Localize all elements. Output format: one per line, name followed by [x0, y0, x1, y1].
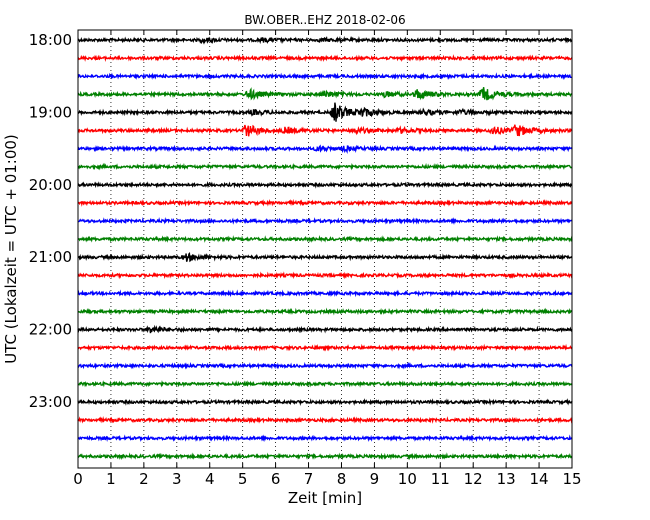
x-tick-label: 10 — [398, 470, 417, 488]
trace-1845 — [77, 87, 573, 101]
plot-area — [78, 30, 572, 468]
y-tick-label: 18:00 — [29, 31, 72, 49]
x-tick-label: 8 — [337, 470, 347, 488]
trace-2345 — [77, 452, 573, 461]
trace-2200 — [77, 324, 573, 334]
trace-2000 — [77, 180, 573, 189]
y-axis-ticks: 18:00 19:00 20:00 21:00 22:00 23:00 — [29, 31, 572, 411]
x-tick-label: 7 — [304, 470, 314, 488]
plot-border — [77, 29, 573, 469]
x-tick-label: 4 — [205, 470, 215, 488]
trace-1945 — [77, 162, 573, 171]
trace-2145 — [77, 307, 573, 316]
y-tick-label: 23:00 — [29, 393, 72, 411]
trace-2215 — [77, 343, 573, 352]
x-tick-label: 15 — [562, 470, 581, 488]
trace-2315 — [77, 416, 573, 424]
y-tick-label: 21:00 — [29, 248, 72, 266]
x-tick-label: 6 — [271, 470, 281, 488]
x-tick-label: 2 — [139, 470, 149, 488]
x-tick-label: 3 — [172, 470, 182, 488]
trace-2015 — [77, 198, 573, 207]
trace-2130 — [77, 289, 573, 298]
y-tick-label: 22:00 — [29, 321, 72, 339]
trace-2230 — [77, 361, 573, 370]
trace-2030 — [77, 217, 573, 225]
x-tick-label: 5 — [238, 470, 248, 488]
x-tick-label: 13 — [497, 470, 516, 488]
seismic-traces — [77, 35, 573, 461]
trace-1800 — [77, 35, 573, 45]
trace-2045 — [77, 235, 573, 243]
trace-2330 — [77, 434, 573, 443]
x-axis-ticks: 0 1 2 3 4 5 6 7 8 9 10 11 12 13 14 15 — [73, 30, 582, 488]
x-tick-label: 0 — [73, 470, 83, 488]
trace-1815 — [77, 54, 573, 62]
trace-1830 — [77, 72, 573, 81]
x-tick-label: 1 — [106, 470, 116, 488]
x-tick-label: 9 — [370, 470, 380, 488]
trace-1900 — [77, 102, 573, 122]
x-tick-label: 14 — [530, 470, 549, 488]
x-tick-label: 12 — [464, 470, 483, 488]
trace-2245 — [77, 380, 573, 388]
trace-2100 — [77, 252, 573, 263]
chart-title: BW.OBER..EHZ 2018-02-06 — [244, 13, 405, 27]
x-axis-label: Zeit [min] — [288, 489, 362, 507]
y-tick-label: 19:00 — [29, 103, 72, 121]
x-tick-label: 11 — [431, 470, 450, 488]
trace-2115 — [77, 271, 573, 280]
y-axis-label: UTC (Lokalzeit = UTC + 01:00) — [2, 134, 20, 364]
trace-1915 — [77, 124, 573, 137]
trace-2300 — [77, 398, 573, 407]
trace-1930 — [77, 144, 573, 155]
y-tick-label: 20:00 — [29, 176, 72, 194]
